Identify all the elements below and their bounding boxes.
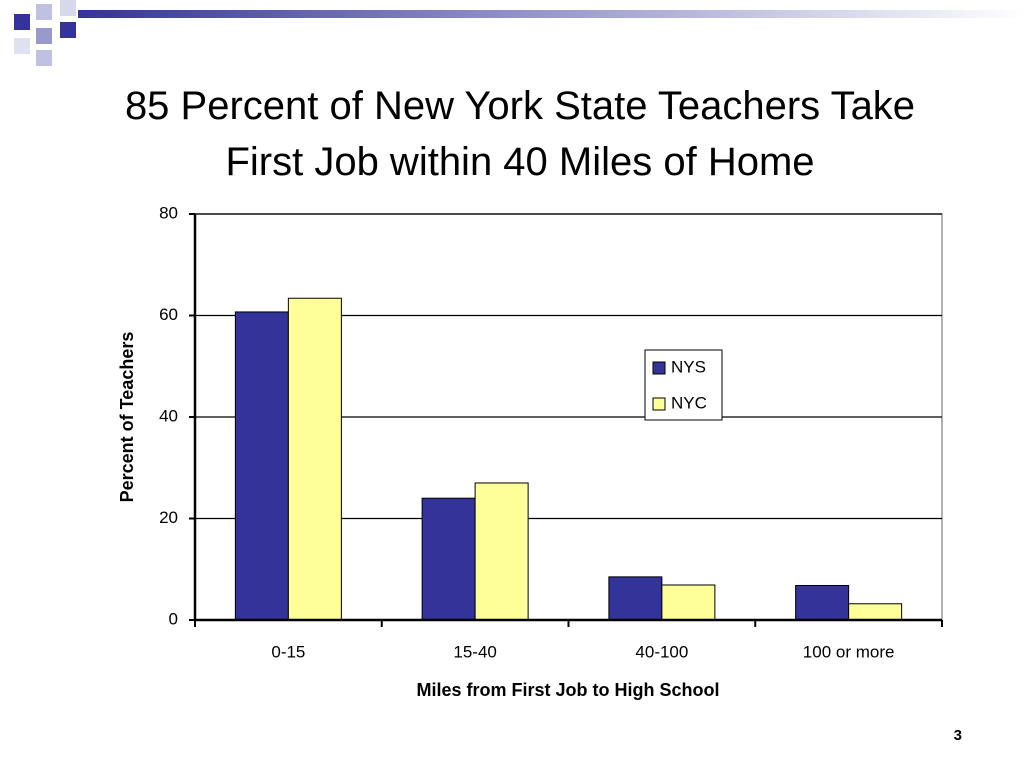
bar — [474, 482, 529, 621]
bar — [795, 584, 850, 621]
y-tick-label: 60 — [159, 305, 178, 324]
y-tick-label: 20 — [159, 508, 178, 527]
y-tick-label: 40 — [159, 406, 178, 425]
x-tick-label: 40-100 — [635, 642, 688, 661]
page-number: 3 — [954, 727, 962, 744]
y-axis-title: Percent of Teachers — [117, 332, 137, 503]
x-tick-label: 100 or more — [803, 642, 895, 661]
legend-label: NYS — [671, 357, 706, 376]
legend-swatch — [652, 361, 666, 375]
legend-label: NYC — [671, 393, 707, 412]
x-tick-label: 15-40 — [453, 642, 496, 661]
bar — [848, 603, 903, 621]
bar — [234, 311, 289, 621]
x-axis-title: Miles from First Job to High School — [416, 680, 719, 700]
bar — [661, 584, 716, 621]
bar — [287, 297, 342, 621]
y-tick-label: 0 — [169, 609, 178, 628]
slide-title: 85 Percent of New York State Teachers Ta… — [124, 84, 916, 184]
x-tick-label: 0-15 — [271, 642, 305, 661]
bar — [608, 576, 663, 621]
y-tick-label: 80 — [159, 203, 178, 222]
header-bar — [78, 10, 1024, 18]
bar — [421, 497, 476, 621]
logo-squares — [14, 0, 76, 66]
legend-swatch — [652, 397, 666, 411]
